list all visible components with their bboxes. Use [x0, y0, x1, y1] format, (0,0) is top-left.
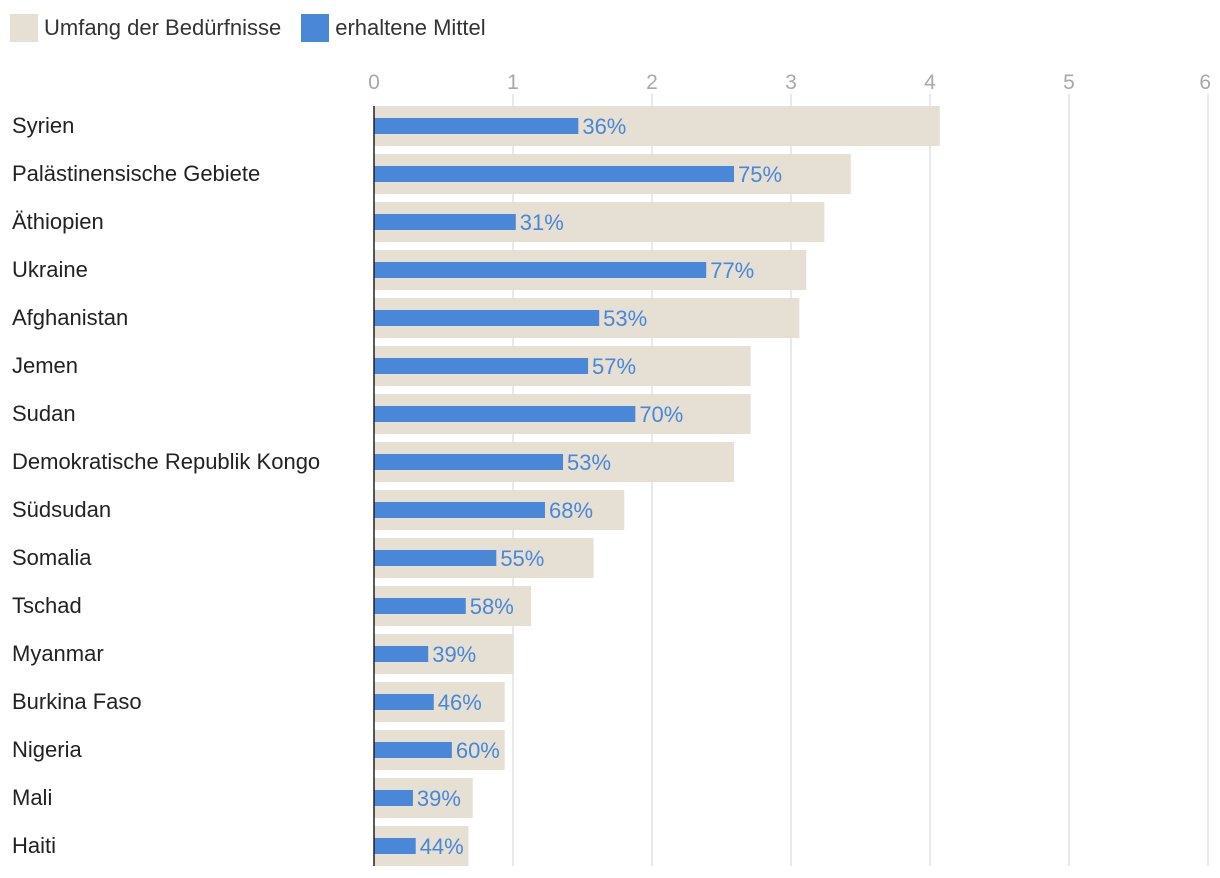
data-label-10: 58%	[470, 594, 514, 619]
funds-bar-13	[374, 742, 452, 758]
category-label-2: Äthiopien	[12, 209, 104, 234]
funds-bar-5	[374, 358, 589, 374]
data-label-3: 77%	[710, 258, 754, 283]
data-label-13: 60%	[456, 738, 500, 763]
funds-bar-15	[374, 838, 416, 854]
category-label-0: Syrien	[12, 113, 74, 138]
data-label-15: 44%	[420, 834, 464, 859]
data-label-1: 75%	[738, 162, 782, 187]
data-label-9: 55%	[500, 546, 544, 571]
legend-swatch-needs	[10, 14, 38, 42]
x-tick-label-1: 1	[507, 71, 519, 94]
funds-bar-7	[374, 454, 564, 470]
data-label-7: 53%	[567, 450, 611, 475]
funds-bar-2	[374, 214, 516, 230]
category-label-6: Sudan	[12, 401, 76, 426]
data-label-0: 36%	[582, 114, 626, 139]
category-label-13: Nigeria	[12, 737, 82, 762]
category-label-9: Somalia	[12, 545, 92, 570]
data-label-14: 39%	[417, 786, 461, 811]
funds-bar-6	[374, 406, 636, 422]
category-label-1: Palästinensische Gebiete	[12, 161, 260, 186]
category-label-7: Demokratische Republik Kongo	[12, 449, 320, 474]
legend-swatch-funds	[301, 14, 330, 42]
data-label-12: 46%	[438, 690, 482, 715]
funds-bar-4	[374, 310, 600, 326]
x-tick-label-6: 6	[1199, 71, 1211, 94]
x-tick-label-5: 5	[1063, 71, 1075, 94]
data-label-8: 68%	[549, 498, 593, 523]
legend-label-needs: Umfang der Bedürfnisse	[44, 15, 282, 40]
x-tick-label-2: 2	[646, 71, 658, 94]
data-label-11: 39%	[432, 642, 476, 667]
funds-bar-10	[374, 598, 466, 614]
legend-label-funds: erhaltene Mittel	[335, 15, 486, 40]
data-label-2: 31%	[520, 210, 564, 235]
legend: Umfang der Bedürfnisse erhaltene Mittel	[10, 12, 506, 44]
category-label-15: Haiti	[12, 833, 56, 858]
funds-bar-8	[374, 502, 545, 518]
legend-item-needs: Umfang der Bedürfnisse	[10, 14, 281, 42]
category-label-14: Mali	[12, 785, 52, 810]
category-label-4: Afghanistan	[12, 305, 128, 330]
data-label-4: 53%	[603, 306, 647, 331]
funds-bar-0	[374, 118, 579, 134]
funds-bar-14	[374, 790, 413, 806]
x-tick-label-4: 4	[924, 71, 936, 94]
category-label-12: Burkina Faso	[12, 689, 142, 714]
x-tick-label-3: 3	[785, 71, 797, 94]
funds-bar-12	[374, 694, 434, 710]
funds-bar-3	[374, 262, 707, 278]
data-label-6: 70%	[639, 402, 683, 427]
funds-bar-11	[374, 646, 429, 662]
data-label-5: 57%	[592, 354, 636, 379]
legend-item-funds: erhaltene Mittel	[301, 14, 486, 42]
category-label-5: Jemen	[12, 353, 78, 378]
funds-bar-9	[374, 550, 497, 566]
category-label-3: Ukraine	[12, 257, 88, 282]
category-label-10: Tschad	[12, 593, 82, 618]
x-tick-label-0: 0	[368, 71, 380, 94]
funds-bar-1	[374, 166, 735, 182]
category-label-11: Myanmar	[12, 641, 104, 666]
category-label-8: Südsudan	[12, 497, 111, 522]
